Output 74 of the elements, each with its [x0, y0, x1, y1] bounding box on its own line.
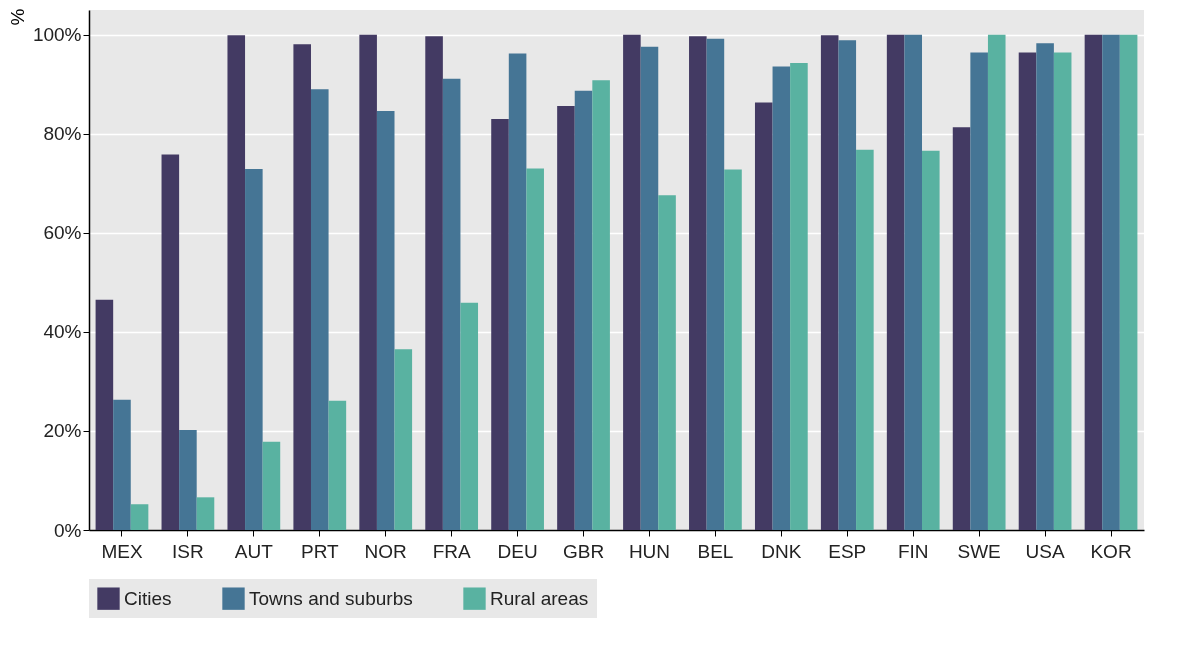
x-tick-label: FIN: [897, 540, 929, 562]
bar: [328, 400, 347, 530]
y-tick-label: 80%: [43, 123, 82, 145]
bar: [952, 127, 971, 530]
bar: [161, 154, 180, 530]
x-tick-label: SWE: [957, 540, 1001, 562]
x-tick-label: ESP: [828, 540, 867, 562]
bar: [904, 34, 923, 530]
bar: [442, 78, 461, 530]
y-tick-label: 40%: [43, 321, 82, 343]
bar: [557, 106, 575, 530]
bar: [1036, 43, 1054, 530]
bar: [293, 44, 311, 530]
bar: [460, 302, 479, 530]
bar: [574, 90, 593, 530]
bar: [262, 441, 281, 530]
legend-label: Towns and suburbs: [249, 587, 413, 609]
x-tick-label: NOR: [364, 540, 407, 562]
y-tick-label: 60%: [43, 222, 82, 244]
bar: [179, 429, 197, 530]
legend-label: Cities: [124, 587, 172, 609]
x-tick-label: DNK: [761, 540, 802, 562]
x-tick-label: ISR: [172, 540, 204, 562]
y-tick-label: 20%: [43, 420, 82, 442]
bar: [820, 35, 839, 530]
y-tick-label: 0%: [54, 519, 82, 541]
x-tick-label: DEU: [497, 540, 538, 562]
bar: [310, 89, 329, 530]
x-tick-label: PRT: [300, 540, 339, 562]
bar: [886, 34, 905, 530]
x-tick-label: KOR: [1090, 540, 1132, 562]
x-tick-label: GBR: [562, 540, 605, 562]
bar: [1119, 34, 1138, 530]
bar: [1102, 34, 1120, 530]
x-tick-label: HUN: [628, 540, 671, 562]
bar: [196, 497, 215, 530]
bar: [1084, 34, 1103, 530]
bar: [689, 36, 707, 530]
bar: [227, 35, 246, 530]
bar: [1053, 52, 1072, 530]
x-tick-label: AUT: [234, 540, 274, 562]
bar: [113, 399, 131, 530]
bar: [425, 36, 443, 530]
bar: [922, 150, 940, 530]
bar: [526, 168, 544, 530]
bar: [640, 46, 659, 530]
bar: [754, 102, 773, 530]
bar: [772, 66, 791, 530]
bar: [245, 168, 263, 530]
x-tick-label: FRA: [432, 540, 471, 562]
y-axis-title: %: [6, 8, 28, 26]
bar: [790, 62, 808, 530]
x-tick-label: BEL: [697, 540, 734, 562]
bar: [592, 80, 610, 530]
bar: [987, 34, 1006, 530]
bar: [359, 34, 377, 530]
x-tick-label: MEX: [101, 540, 143, 562]
bar: [376, 111, 395, 530]
bar: [491, 118, 509, 530]
bar: [623, 34, 641, 530]
bar: [130, 504, 149, 530]
bar: [1018, 52, 1037, 530]
bar: [508, 53, 527, 530]
bar: [95, 299, 114, 530]
x-tick-label: USA: [1025, 540, 1065, 562]
bar: [706, 38, 725, 530]
y-tick-label: 100%: [32, 24, 82, 46]
legend-label: Rural areas: [490, 587, 589, 609]
bar: [856, 149, 874, 530]
bar: [658, 195, 676, 530]
bar: [970, 52, 988, 530]
bar: [394, 349, 413, 530]
bar: [724, 169, 742, 530]
bar: [838, 40, 857, 530]
